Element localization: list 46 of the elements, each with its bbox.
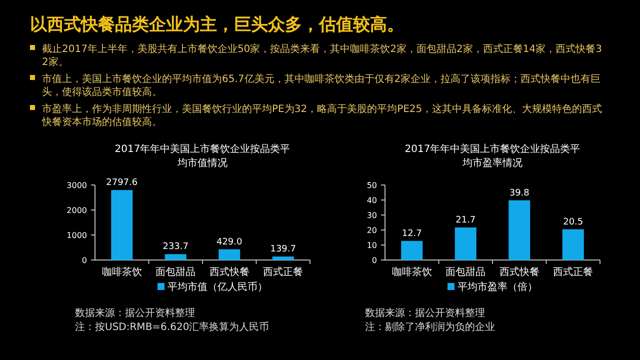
y-tick-label: 50 xyxy=(366,181,377,190)
bar xyxy=(164,254,186,260)
y-tick-label: 0 xyxy=(372,256,377,265)
data-label: 39.8 xyxy=(509,188,530,198)
text: 139.7 xyxy=(270,244,296,255)
x-tick-label: 咖啡茶饮 xyxy=(392,266,432,278)
text: 注：按USD:RMB=6.620汇率换算为人民币 xyxy=(75,321,270,333)
y-tick-label: 2000 xyxy=(66,206,87,215)
y-tick-label: 1000 xyxy=(66,231,87,240)
x-tick-label: 面包甜品 xyxy=(446,266,486,278)
text: 截止2017年上半年，美股共有上市餐饮企业50家，按品类来看，其中咖啡茶饮2家，面包甜品2家，西式正餐14家，西式快餐32家。 xyxy=(42,43,602,68)
bar xyxy=(218,249,240,260)
x-tick-label: 西式正餐 xyxy=(263,266,304,278)
y-tick-label: 3000 xyxy=(66,181,87,190)
bar xyxy=(562,229,584,260)
text: 市盈率上，作为非周期性行业，美国餐饮行业的平均PE为32，略高于美股的平均PE25，这其中具备标准化、大规模特色的西式快餐资本市场的估值较高。 xyxy=(41,103,602,128)
x-tick-label: 西式快餐 xyxy=(209,266,250,278)
bar xyxy=(272,256,294,260)
chart-title: 2017年年中美国上市餐饮企业按品类平均市盈率情况 xyxy=(404,143,580,169)
text: 注：剔除了净利润为负的企业 xyxy=(365,321,495,333)
source-note: 数据来源：据公开资料整理 xyxy=(75,307,195,319)
text: 233.7 xyxy=(162,242,189,252)
y-tick-label: 30 xyxy=(366,211,377,220)
bar xyxy=(508,200,530,260)
bar xyxy=(454,227,476,260)
source-note: 数据来源：据公开资料整理 xyxy=(365,307,485,319)
bar xyxy=(111,190,133,260)
text: 2797.6 xyxy=(106,178,138,188)
y-tick-label: 40 xyxy=(366,196,377,205)
text: 以西式快餐品类企业为主，巨头众多，估值较高。 xyxy=(30,15,404,35)
text: 429.0 xyxy=(216,237,242,248)
legend-label: 平均市值（亿人民币） xyxy=(168,281,268,293)
y-tick-label: 20 xyxy=(366,226,377,235)
text: 市值上，美国上市餐饮企业的平均市值为65.7亿美元，其中咖啡茶饮类由于仅有2家企业，拉高了该项指标；西式快餐中也有巨头，使得该品类市值较高。 xyxy=(42,73,601,98)
data-label: 20.5 xyxy=(563,217,584,228)
data-label: 21.7 xyxy=(456,215,476,226)
y-tick-label: 0 xyxy=(82,256,87,265)
x-tick-label: 西式快餐 xyxy=(499,266,540,278)
y-tick-label: 10 xyxy=(366,241,377,250)
x-tick-label: 面包甜品 xyxy=(156,266,196,278)
data-label: 12.7 xyxy=(402,228,422,239)
x-tick-label: 咖啡茶饮 xyxy=(102,266,142,278)
bar xyxy=(401,240,423,260)
legend-label: 平均市盈率（倍） xyxy=(458,281,538,293)
chart-title: 2017年年中美国上市餐饮企业按品类平均市值情况 xyxy=(114,143,290,169)
x-tick-label: 西式正餐 xyxy=(553,266,594,278)
